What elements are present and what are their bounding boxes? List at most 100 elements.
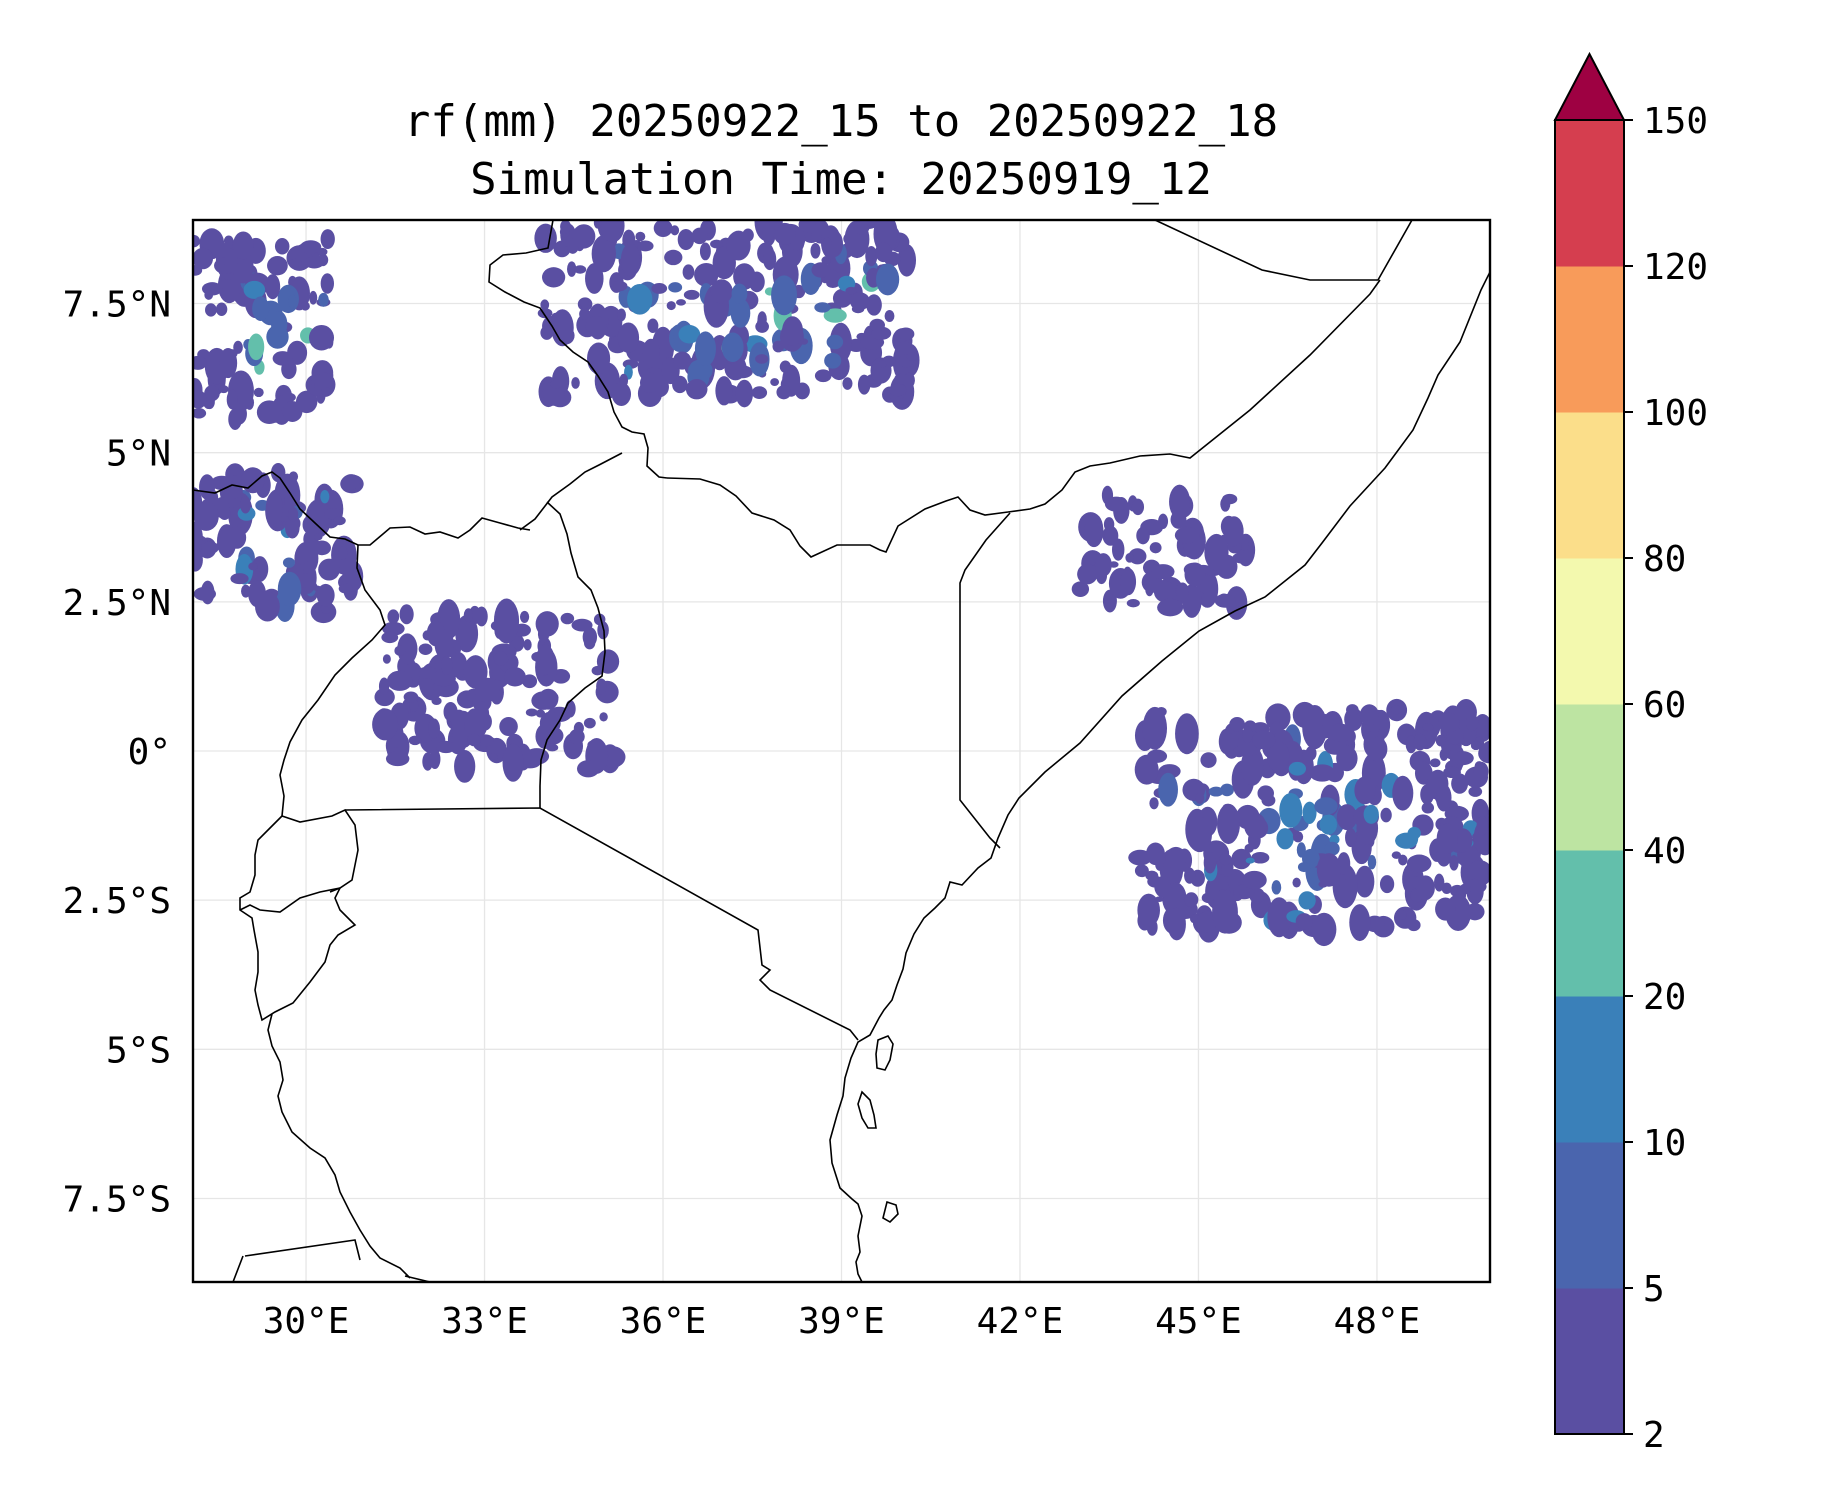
rain-cell [525,708,538,717]
rain-cell [1217,593,1231,607]
rain-cell [569,729,585,745]
rain-cell [1244,843,1254,853]
x-tick-label: 39°E [798,1301,885,1342]
x-tick-label: 48°E [1334,1301,1421,1342]
border-ethiopia-kenya [666,477,1009,558]
colorbar-tick-label: 5 [1643,1269,1665,1310]
rain-cell [1222,493,1238,505]
rain-cell [1175,713,1199,755]
rain-cell [1241,746,1264,786]
rain-cell [1197,911,1217,933]
rain-cell [1134,754,1159,785]
rain-cell [673,351,692,370]
rain-cell [253,387,264,398]
rain-cell [378,677,390,695]
rain-cell [1311,912,1337,947]
colorbar-segment [1555,704,1624,851]
colorbar-extend-arrow [1553,51,1626,121]
rain-cell [408,735,422,746]
rain-cell [1212,890,1238,934]
rain-cell [668,282,683,293]
rain-cell [1420,784,1434,805]
rain-cell [583,717,596,729]
map-title-line-1: rf(mm) 20250922_15 to 20250922_18 [404,96,1278,147]
rain-cell [1184,867,1196,884]
colorbar-tick-label: 150 [1643,101,1708,142]
rain-cell [289,258,302,268]
rain-cell [1251,851,1270,864]
rain-cell [1195,792,1205,804]
rain-cell [1438,712,1460,733]
rain-cell [241,467,265,494]
colorbar-segment [1555,1142,1624,1289]
rain-cell [193,234,201,248]
rain-cell [694,331,716,367]
rain-cell [1316,853,1342,887]
rain-cell [386,670,413,691]
rain-cell [865,245,878,267]
rain-cell [1398,854,1408,866]
rain-cell [1276,828,1294,850]
rain-cluster [193,462,364,624]
border-rwanda-burundi [239,887,341,913]
rain-cell [814,302,831,313]
island-zanzibar [857,1090,877,1129]
border-tanzania-west [267,1013,411,1279]
rain-cell [574,265,587,274]
rain-cell [277,571,302,607]
rain-cell [320,229,335,249]
rain-cell [823,308,847,323]
colorbar-segment [1555,996,1624,1143]
rain-cell [1380,807,1392,823]
rain-cell [878,360,887,368]
rain-cell [1452,828,1473,853]
rain-cell [1125,552,1134,563]
rain-cell [1292,877,1301,888]
rain-cell [1476,815,1489,836]
rain-cell [1267,897,1291,938]
rain-cell [587,342,611,375]
rain-cell [639,372,661,393]
rain-cell [441,655,453,676]
rain-cell [1449,855,1459,871]
rain-cell [1346,704,1359,716]
x-tick-label: 36°E [620,1301,707,1342]
rain-cell [1158,513,1169,529]
rain-cell [300,240,322,254]
rain-cell [1204,533,1229,571]
rain-cell [1302,801,1317,824]
island-pemba [875,1035,894,1071]
colorbar-segment [1555,120,1624,267]
colorbar-segment [1555,850,1624,997]
rain-cell [1319,814,1338,835]
y-tick-label: 0° [128,732,171,773]
rain-cell [1174,526,1200,544]
y-tick-label: 7.5°S [63,1179,171,1220]
rain-cell [204,289,214,300]
rain-cell [1441,882,1452,894]
rain-cell [385,751,410,767]
rain-cell [304,256,324,269]
rain-cell [270,462,286,483]
rain-cell [1363,804,1379,824]
rain-cell [1349,904,1371,942]
rain-cell [1239,538,1250,551]
rain-cell [1435,897,1456,921]
rain-cell [1436,823,1458,854]
rain-cell [1451,773,1469,794]
rain-cell [673,378,686,386]
rain-cell [428,718,440,739]
rain-cell [770,378,780,387]
rain-cell [832,288,853,308]
rain-cell [710,279,733,304]
rain-cell [318,292,329,307]
rain-cell [397,633,418,665]
rain-cell [252,296,270,321]
rain-cell [1473,761,1489,781]
colorbar: 2 5 10 20 40 60 80 100 120 150 [1553,51,1708,1456]
rain-cell [308,324,335,351]
rain-cell [536,644,555,675]
rain-cell [1102,525,1119,546]
rain-cell [715,376,733,406]
rain-cell [218,385,229,394]
